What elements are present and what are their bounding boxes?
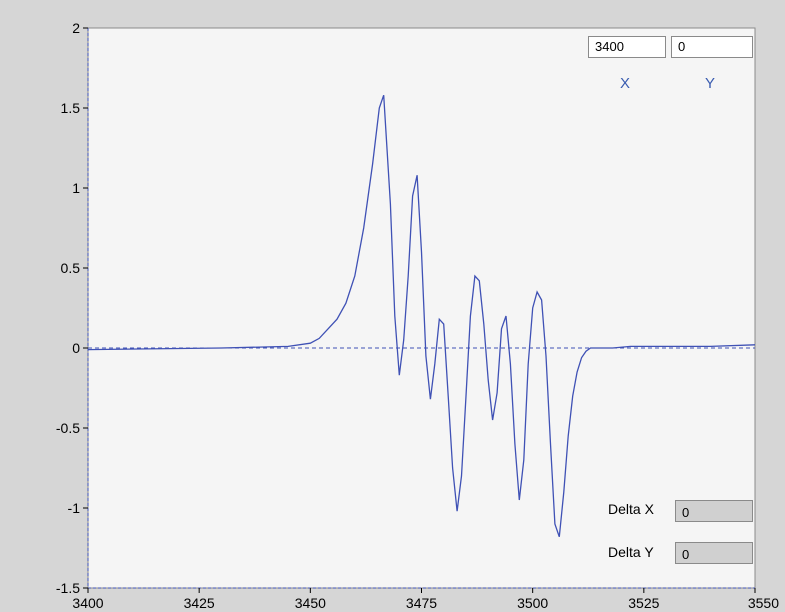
y-tick-label: 1.5 — [61, 100, 81, 116]
delta-x-field[interactable]: 0 — [675, 500, 753, 522]
y-tick-label: 0 — [72, 340, 80, 356]
delta-y-label: Delta Y — [608, 544, 654, 560]
y-tick-label: 2 — [72, 20, 80, 36]
series-line — [87, 94, 756, 538]
cursor-y-field[interactable]: 0 — [671, 36, 753, 58]
y-caption: Y — [705, 75, 716, 92]
x-tick-label: 3500 — [517, 595, 548, 611]
x-tick-label: 3425 — [184, 595, 215, 611]
x-tick-label: 3475 — [406, 595, 437, 611]
delta-x-label: Delta X — [608, 501, 654, 517]
plot-area[interactable] — [87, 27, 756, 589]
x-axis: 3400 3425 3450 3475 3500 3525 3550 — [72, 587, 779, 611]
x-caption: X — [620, 75, 631, 92]
y-axis: 2 1.5 1 0.5 0 -0.5 -1 -1.5 — [56, 20, 89, 596]
y-tick-label: -0.5 — [56, 420, 80, 436]
x-tick-label: 3550 — [748, 595, 779, 611]
x-tick-label: 3525 — [628, 595, 659, 611]
x-tick-label: 3400 — [72, 595, 103, 611]
y-tick-label: 0.5 — [61, 260, 81, 276]
y-tick-label: 1 — [72, 180, 80, 196]
cursor-x-field[interactable]: 3400 — [588, 36, 666, 58]
delta-y-field[interactable]: 0 — [675, 542, 753, 564]
x-tick-label: 3450 — [295, 595, 326, 611]
y-tick-label: -1 — [68, 500, 81, 516]
y-tick-label: -1.5 — [56, 580, 80, 596]
